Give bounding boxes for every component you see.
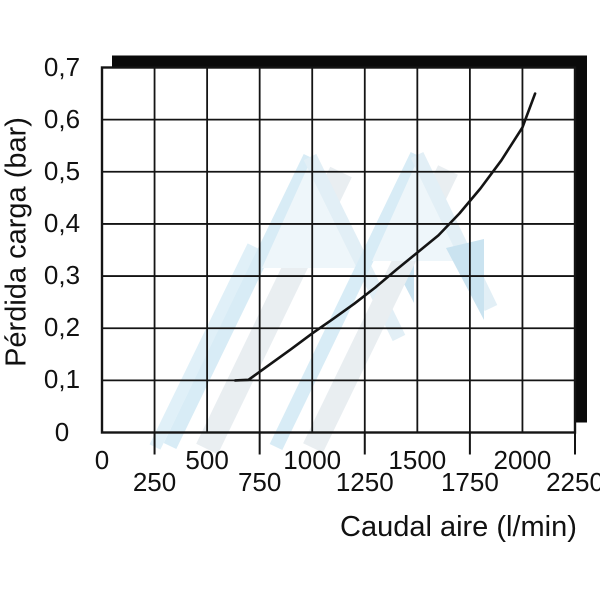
watermark-logo (149, 151, 498, 455)
y-axis-title: Pérdida carga (bar) (0, 117, 33, 367)
data-curve (233, 92, 537, 382)
frame-shadow-right (575, 55, 587, 423)
axis-ticks (153, 432, 576, 455)
plot-frame (100, 55, 587, 434)
x-axis-title: Caudal aire (l/min) (340, 511, 577, 543)
perdida-carga-curve (233, 92, 537, 382)
frame-shadow-top (112, 55, 587, 68)
plot-border (100, 66, 577, 434)
